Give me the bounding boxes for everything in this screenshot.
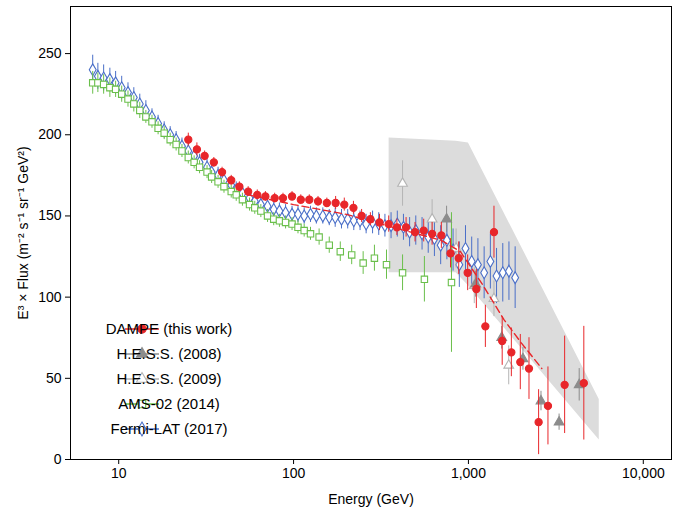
svg-text:H.E.S.S. (2009): H.E.S.S. (2009) xyxy=(116,370,221,387)
svg-text:1,000: 1,000 xyxy=(451,465,486,481)
svg-text:AMS-02 (2014): AMS-02 (2014) xyxy=(118,395,220,412)
svg-text:Fermi-LAT (2017): Fermi-LAT (2017) xyxy=(111,420,228,437)
svg-text:H.E.S.S. (2008): H.E.S.S. (2008) xyxy=(116,345,221,362)
svg-text:Energy (GeV): Energy (GeV) xyxy=(328,491,414,507)
svg-text:E³ × Flux (m⁻² s⁻¹ sr⁻¹ GeV²): E³ × Flux (m⁻² s⁻¹ sr⁻¹ GeV²) xyxy=(15,146,31,319)
svg-text:250: 250 xyxy=(38,45,62,61)
svg-text:200: 200 xyxy=(38,126,62,142)
svg-text:0: 0 xyxy=(54,451,62,467)
svg-text:150: 150 xyxy=(38,207,62,223)
svg-text:10: 10 xyxy=(111,465,127,481)
svg-text:DAMPE (this work): DAMPE (this work) xyxy=(106,320,233,337)
svg-text:50: 50 xyxy=(46,370,62,386)
svg-text:100: 100 xyxy=(282,465,306,481)
svg-text:10,000: 10,000 xyxy=(622,465,665,481)
svg-text:100: 100 xyxy=(38,289,62,305)
